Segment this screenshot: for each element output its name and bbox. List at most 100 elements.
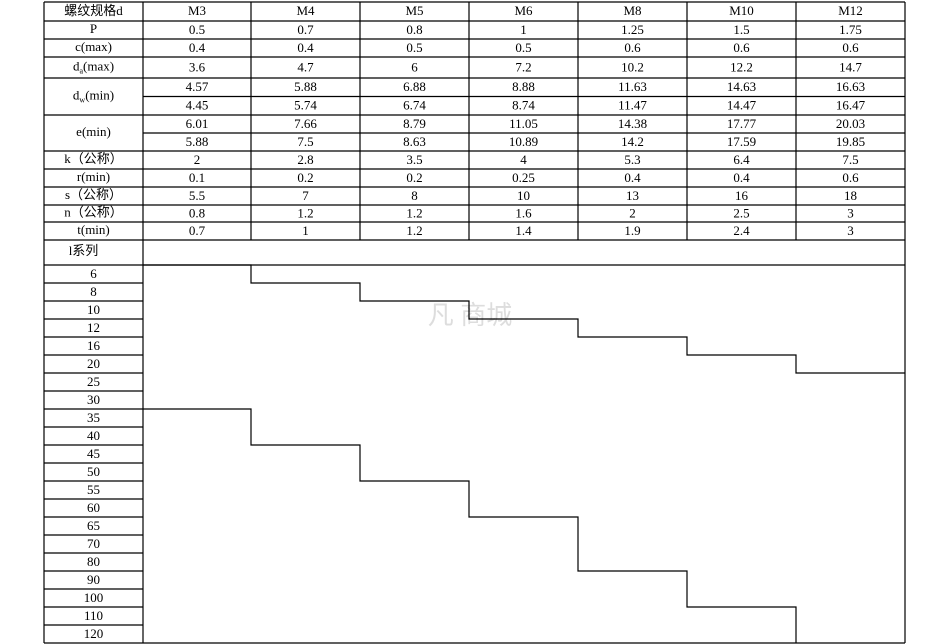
cell-value: 19.85: [836, 134, 865, 149]
cell-value: 8.88: [512, 79, 535, 94]
row-label: k（公称）: [64, 151, 123, 166]
length-value: 35: [87, 410, 100, 425]
cell-value: 4.7: [297, 59, 314, 74]
cell-value: 4.57: [186, 79, 209, 94]
cell-value: 0.7: [189, 223, 206, 238]
cell-value: 14.63: [727, 79, 756, 94]
cell-value: 11.47: [618, 98, 647, 113]
cell-value: 10.2: [621, 59, 644, 74]
length-value: 40: [87, 428, 100, 443]
length-value: 90: [87, 572, 100, 587]
row-label: e(min): [76, 124, 111, 139]
cell-value: 0.4: [624, 170, 641, 185]
cell-value: 7.5: [842, 152, 858, 167]
cell-value: 16: [735, 188, 749, 203]
row-label: r(min): [77, 169, 110, 184]
cell-value: 3.5: [406, 152, 422, 167]
cell-value: 1.6: [515, 205, 532, 220]
column-header: M6: [514, 3, 533, 18]
cell-value: 0.4: [733, 170, 750, 185]
length-max-step: [143, 408, 797, 643]
cell-value: 7.66: [294, 116, 317, 131]
cell-value: 2: [629, 205, 636, 220]
cell-value: 0.5: [515, 40, 531, 55]
cell-value: 17.59: [727, 134, 756, 149]
cell-value: 5.88: [294, 79, 317, 94]
cell-value: 1.2: [406, 205, 422, 220]
cell-value: 6.88: [403, 79, 426, 94]
cell-value: 1.2: [406, 223, 422, 238]
length-value: 50: [87, 464, 100, 479]
length-value: 8: [90, 284, 97, 299]
cell-value: 6.74: [403, 98, 426, 113]
cell-value: 1.4: [515, 223, 532, 238]
cell-value: 1: [302, 223, 309, 238]
cell-value: 1: [520, 22, 527, 37]
cell-value: 0.8: [406, 22, 422, 37]
cell-value: 11.05: [509, 116, 538, 131]
row-label: dw(min): [73, 87, 114, 104]
cell-value: 7: [302, 188, 309, 203]
cell-value: 0.8: [189, 205, 205, 220]
cell-value: 2.5: [733, 205, 749, 220]
cell-value: 13: [626, 188, 639, 203]
column-header: M10: [729, 3, 754, 18]
length-value: 12: [87, 320, 100, 335]
cell-value: 6: [411, 59, 418, 74]
watermark: 凡 商城: [428, 301, 513, 330]
cell-value: 3: [847, 205, 854, 220]
cell-value: 10.89: [509, 134, 538, 149]
cell-value: 8.79: [403, 116, 426, 131]
length-value: 16: [87, 338, 101, 353]
cell-value: 5.74: [294, 98, 317, 113]
row-label: s（公称）: [65, 187, 122, 202]
cell-value: 0.5: [189, 22, 205, 37]
length-value: 55: [87, 482, 100, 497]
label-rest: (max): [83, 58, 114, 73]
row-label: da(max): [73, 58, 114, 75]
cell-value: 14.38: [618, 116, 647, 131]
cell-value: 2: [194, 152, 201, 167]
cell-value: 14.7: [839, 59, 862, 74]
corner-header: 螺纹规格d: [64, 3, 123, 18]
cell-value: 0.7: [297, 22, 314, 37]
cell-value: 5.3: [624, 152, 640, 167]
cell-value: 12.2: [730, 59, 753, 74]
cell-value: 1.75: [839, 22, 862, 37]
cell-value: 5.88: [186, 134, 209, 149]
cell-value: 7.5: [297, 134, 313, 149]
cell-value: 0.2: [406, 170, 422, 185]
cell-value: 6.4: [733, 152, 750, 167]
series-label: l系列: [69, 243, 99, 258]
cell-value: 0.5: [406, 40, 422, 55]
length-value: 25: [87, 374, 100, 389]
cell-value: 2.8: [297, 152, 313, 167]
cell-value: 0.6: [733, 40, 750, 55]
label-rest: (min): [85, 87, 114, 102]
label-main: d: [73, 87, 80, 102]
cell-value: 1.25: [621, 22, 644, 37]
length-value: 20: [87, 356, 100, 371]
cell-value: 0.6: [842, 40, 859, 55]
cell-value: 0.4: [189, 40, 206, 55]
length-value: 65: [87, 518, 100, 533]
column-header: M8: [623, 3, 641, 18]
cell-value: 5.5: [189, 188, 205, 203]
cell-value: 3: [847, 223, 854, 238]
length-value: 80: [87, 554, 100, 569]
cell-value: 0.1: [189, 170, 205, 185]
cell-value: 10: [517, 188, 530, 203]
cell-value: 17.77: [727, 116, 757, 131]
cell-value: 1.5: [733, 22, 749, 37]
row-label: c(max): [75, 39, 112, 54]
cell-value: 0.6: [624, 40, 641, 55]
length-value: 30: [87, 392, 100, 407]
cell-value: 16.47: [836, 98, 866, 113]
row-label: t(min): [77, 222, 110, 237]
cell-value: 1.2: [297, 205, 313, 220]
cell-value: 20.03: [836, 116, 865, 131]
cell-value: 6.01: [186, 116, 209, 131]
label-sub: w: [79, 95, 85, 104]
cell-value: 11.63: [618, 79, 647, 94]
